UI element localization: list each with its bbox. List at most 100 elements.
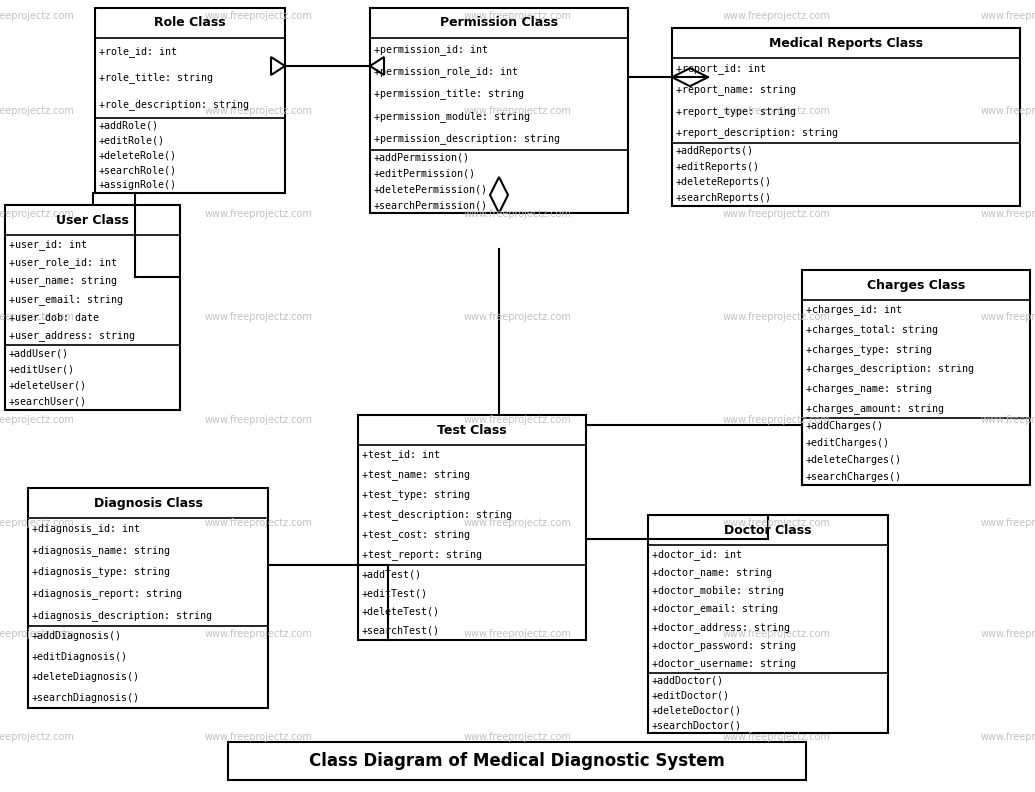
Text: www.freeprojectz.com: www.freeprojectz.com bbox=[0, 11, 75, 21]
Text: Diagnosis Class: Diagnosis Class bbox=[93, 497, 203, 509]
Text: +addDoctor(): +addDoctor() bbox=[652, 676, 724, 686]
Text: +test_name: string: +test_name: string bbox=[362, 470, 470, 481]
Text: +searchUser(): +searchUser() bbox=[9, 397, 87, 407]
Text: www.freeprojectz.com: www.freeprojectz.com bbox=[464, 106, 571, 116]
Text: +doctor_email: string: +doctor_email: string bbox=[652, 604, 778, 615]
Text: +deleteUser(): +deleteUser() bbox=[9, 381, 87, 390]
Bar bbox=[672, 28, 1021, 206]
Text: www.freeprojectz.com: www.freeprojectz.com bbox=[464, 518, 571, 527]
Text: +test_report: string: +test_report: string bbox=[362, 550, 482, 561]
Text: www.freeprojectz.com: www.freeprojectz.com bbox=[981, 11, 1035, 21]
Text: www.freeprojectz.com: www.freeprojectz.com bbox=[0, 415, 75, 425]
Text: +test_description: string: +test_description: string bbox=[362, 509, 512, 520]
Text: www.freeprojectz.com: www.freeprojectz.com bbox=[0, 106, 75, 116]
Text: +addTest(): +addTest() bbox=[362, 569, 422, 580]
Text: +report_type: string: +report_type: string bbox=[676, 105, 796, 116]
Text: +permission_module: string: +permission_module: string bbox=[374, 111, 530, 122]
Bar bbox=[648, 515, 888, 733]
Text: +deleteDoctor(): +deleteDoctor() bbox=[652, 706, 742, 715]
Text: www.freeprojectz.com: www.freeprojectz.com bbox=[981, 629, 1035, 638]
Text: www.freeprojectz.com: www.freeprojectz.com bbox=[981, 209, 1035, 219]
Text: +charges_description: string: +charges_description: string bbox=[806, 364, 974, 375]
Text: www.freeprojectz.com: www.freeprojectz.com bbox=[205, 106, 313, 116]
Text: +addRole(): +addRole() bbox=[99, 120, 159, 131]
Text: +permission_title: string: +permission_title: string bbox=[374, 89, 524, 100]
Text: +deleteReports(): +deleteReports() bbox=[676, 177, 772, 188]
Bar bbox=[28, 488, 268, 708]
Text: Permission Class: Permission Class bbox=[440, 17, 558, 29]
Bar bbox=[5, 205, 180, 410]
Text: +deleteTest(): +deleteTest() bbox=[362, 607, 440, 617]
Text: +role_id: int: +role_id: int bbox=[99, 46, 177, 57]
Text: +charges_total: string: +charges_total: string bbox=[806, 324, 938, 335]
Text: +charges_id: int: +charges_id: int bbox=[806, 304, 901, 315]
Text: +deletePermission(): +deletePermission() bbox=[374, 185, 487, 194]
Text: +user_dob: date: +user_dob: date bbox=[9, 312, 99, 323]
Text: +user_id: int: +user_id: int bbox=[9, 238, 87, 249]
Text: Medical Reports Class: Medical Reports Class bbox=[769, 36, 923, 49]
Text: +test_type: string: +test_type: string bbox=[362, 489, 470, 501]
Text: www.freeprojectz.com: www.freeprojectz.com bbox=[464, 415, 571, 425]
Text: +searchReports(): +searchReports() bbox=[676, 193, 772, 203]
Text: www.freeprojectz.com: www.freeprojectz.com bbox=[205, 732, 313, 741]
Text: +test_cost: string: +test_cost: string bbox=[362, 530, 470, 540]
Text: +doctor_mobile: string: +doctor_mobile: string bbox=[652, 585, 783, 596]
Text: +doctor_address: string: +doctor_address: string bbox=[652, 622, 790, 633]
Text: +role_title: string: +role_title: string bbox=[99, 73, 213, 83]
Text: www.freeprojectz.com: www.freeprojectz.com bbox=[205, 11, 313, 21]
Text: www.freeprojectz.com: www.freeprojectz.com bbox=[981, 732, 1035, 741]
Text: Test Class: Test Class bbox=[437, 424, 507, 436]
Text: +addCharges(): +addCharges() bbox=[806, 421, 884, 432]
Text: www.freeprojectz.com: www.freeprojectz.com bbox=[981, 312, 1035, 322]
Text: Role Class: Role Class bbox=[154, 17, 226, 29]
Text: +editPermission(): +editPermission() bbox=[374, 169, 476, 179]
Text: User Class: User Class bbox=[56, 214, 129, 227]
Text: www.freeprojectz.com: www.freeprojectz.com bbox=[205, 209, 313, 219]
Text: www.freeprojectz.com: www.freeprojectz.com bbox=[722, 629, 830, 638]
Text: +searchDoctor(): +searchDoctor() bbox=[652, 721, 742, 730]
Text: www.freeprojectz.com: www.freeprojectz.com bbox=[464, 11, 571, 21]
Text: +searchPermission(): +searchPermission() bbox=[374, 200, 487, 210]
Text: +role_description: string: +role_description: string bbox=[99, 99, 249, 110]
Text: +addDiagnosis(): +addDiagnosis() bbox=[32, 631, 122, 642]
Text: +searchDiagnosis(): +searchDiagnosis() bbox=[32, 693, 140, 703]
Text: +editDoctor(): +editDoctor() bbox=[652, 691, 730, 700]
Text: +diagnosis_description: string: +diagnosis_description: string bbox=[32, 610, 212, 621]
Text: www.freeprojectz.com: www.freeprojectz.com bbox=[464, 732, 571, 741]
Text: +doctor_name: string: +doctor_name: string bbox=[652, 567, 772, 578]
Text: www.freeprojectz.com: www.freeprojectz.com bbox=[0, 732, 75, 741]
Text: +permission_description: string: +permission_description: string bbox=[374, 133, 560, 144]
Text: Class Diagram of Medical Diagnostic System: Class Diagram of Medical Diagnostic Syst… bbox=[309, 752, 724, 770]
Text: +searchTest(): +searchTest() bbox=[362, 626, 440, 636]
Text: www.freeprojectz.com: www.freeprojectz.com bbox=[981, 106, 1035, 116]
Text: www.freeprojectz.com: www.freeprojectz.com bbox=[205, 312, 313, 322]
Text: +report_id: int: +report_id: int bbox=[676, 63, 766, 74]
Text: +charges_type: string: +charges_type: string bbox=[806, 344, 932, 355]
Text: +editRole(): +editRole() bbox=[99, 135, 165, 146]
Text: www.freeprojectz.com: www.freeprojectz.com bbox=[722, 209, 830, 219]
Text: Charges Class: Charges Class bbox=[867, 279, 965, 291]
Text: Doctor Class: Doctor Class bbox=[724, 524, 811, 536]
Bar bbox=[358, 415, 586, 640]
Text: +addPermission(): +addPermission() bbox=[374, 153, 470, 163]
Text: +editCharges(): +editCharges() bbox=[806, 438, 890, 448]
Text: +deleteCharges(): +deleteCharges() bbox=[806, 455, 901, 465]
Text: +permission_role_id: int: +permission_role_id: int bbox=[374, 67, 518, 77]
Text: +editReports(): +editReports() bbox=[676, 162, 760, 172]
Text: www.freeprojectz.com: www.freeprojectz.com bbox=[722, 415, 830, 425]
Bar bbox=[95, 8, 285, 193]
Text: www.freeprojectz.com: www.freeprojectz.com bbox=[205, 415, 313, 425]
Text: www.freeprojectz.com: www.freeprojectz.com bbox=[722, 106, 830, 116]
Text: www.freeprojectz.com: www.freeprojectz.com bbox=[981, 518, 1035, 527]
Text: +test_id: int: +test_id: int bbox=[362, 450, 440, 460]
Text: www.freeprojectz.com: www.freeprojectz.com bbox=[0, 518, 75, 527]
Text: +deleteRole(): +deleteRole() bbox=[99, 150, 177, 161]
Text: +addUser(): +addUser() bbox=[9, 348, 69, 358]
Text: www.freeprojectz.com: www.freeprojectz.com bbox=[722, 11, 830, 21]
Text: +report_description: string: +report_description: string bbox=[676, 127, 838, 138]
Text: +user_name: string: +user_name: string bbox=[9, 276, 117, 286]
Text: www.freeprojectz.com: www.freeprojectz.com bbox=[464, 209, 571, 219]
Bar bbox=[802, 270, 1030, 485]
Text: +editUser(): +editUser() bbox=[9, 364, 75, 375]
Text: www.freeprojectz.com: www.freeprojectz.com bbox=[205, 629, 313, 638]
